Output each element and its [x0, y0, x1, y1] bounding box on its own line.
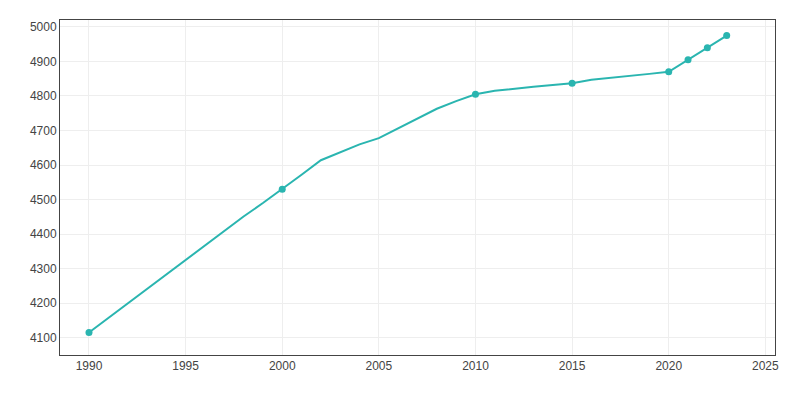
svg-text:2000: 2000 [269, 359, 296, 373]
svg-text:1990: 1990 [76, 359, 103, 373]
svg-text:2005: 2005 [365, 359, 392, 373]
svg-text:4900: 4900 [30, 55, 57, 69]
svg-text:2025: 2025 [752, 359, 779, 373]
svg-text:4100: 4100 [30, 331, 57, 345]
svg-text:4500: 4500 [30, 193, 57, 207]
svg-text:4600: 4600 [30, 158, 57, 172]
svg-text:4300: 4300 [30, 262, 57, 276]
svg-text:4200: 4200 [30, 296, 57, 310]
svg-text:2010: 2010 [462, 359, 489, 373]
svg-text:4400: 4400 [30, 227, 57, 241]
svg-text:5000: 5000 [30, 20, 57, 34]
svg-text:1995: 1995 [172, 359, 199, 373]
svg-text:4800: 4800 [30, 89, 57, 103]
svg-text:2020: 2020 [655, 359, 682, 373]
svg-text:2015: 2015 [559, 359, 586, 373]
svg-text:4700: 4700 [30, 124, 57, 138]
